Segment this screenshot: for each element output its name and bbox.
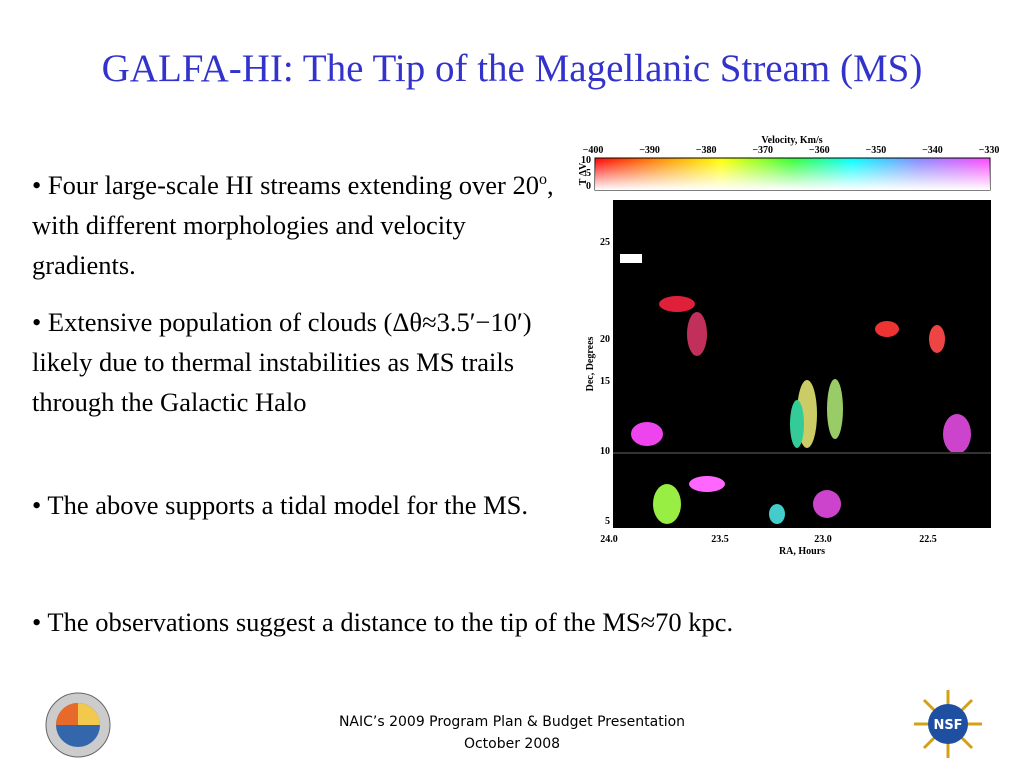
intensity-label: T ΔV [578,162,589,185]
bullet: • Extensive population of clouds (Δθ≈3.5… [32,307,532,417]
x-tick-label: 24.0 [600,534,618,545]
colorbar-tick: −350 [866,145,887,156]
y-tick-label: 25 [600,237,610,248]
x-tick-label: 23.0 [814,534,832,545]
x-tick-label: 23.5 [711,534,729,545]
colorbar-tick: −380 [696,145,717,156]
colorbar-tick: −340 [922,145,943,156]
colorbar-label: Velocity, Km/s [761,135,822,146]
footer-line: NAIC’s 2009 Program Plan & Budget Presen… [338,714,686,730]
map [613,200,991,528]
y-tick-label: 10 [600,446,610,457]
x-axis-label: RA, Hours [779,546,825,557]
colorbar-tick: −400 [583,145,604,156]
y-tick-label: 15 [600,376,610,387]
y-tick-label: 20 [600,334,610,345]
colorbar-tick: −360 [809,145,830,156]
map-emission [613,254,991,524]
svg-text:NSF: NSF [933,718,962,733]
conclusion: • The observations suggest a distance to… [32,607,734,637]
naic-logo [45,692,111,758]
bullet: • The above supports a tidal model for t… [32,490,529,520]
superscript: o [538,171,547,188]
x-tick-label: 22.5 [919,534,937,545]
colorbar-fade [595,158,990,190]
figure: Velocity, Km/s −400 −390 −380 −370 −360 −350 −3… [577,134,1007,562]
nsf-logo: NSF [914,690,982,758]
bullet: • Four large-scale HI streams extending … [32,160,562,285]
footer-line: October 2008 [463,736,561,752]
intensity-tick: 10 [581,155,591,166]
colorbar-tick: −390 [639,145,660,156]
slide-title: GALFA-HI: The Tip of the Magellanic Stre… [101,47,923,90]
colorbar-tick: −330 [979,145,1000,156]
colorbar-tick: −370 [752,145,773,156]
intensity-tick: 0 [586,181,591,192]
y-axis-label: Dec, Degrees [585,337,596,392]
bullet-text: , with different morphologies and veloci… [32,169,554,280]
bullet-text: • Four large-scale HI streams extending … [32,169,539,200]
y-tick-label: 5 [605,516,610,527]
intensity-tick: 5 [586,168,591,179]
